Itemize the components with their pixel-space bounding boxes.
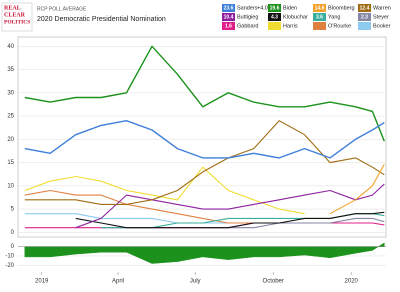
legend-swatch [358,4,371,12]
legend-label: Biden [283,5,297,11]
legend-swatch [222,4,235,12]
legend-value: 19.6 [270,6,280,12]
legend-swatch [313,22,326,30]
y-tick-label: 30 [7,90,14,96]
y-tick-label: 25 [7,114,14,120]
legend-value: 1.6 [225,24,232,30]
series-line [75,183,385,229]
y-tick-label: -20 [5,263,14,269]
legend-swatch [358,13,371,21]
y-tick-label: 0 [11,230,15,236]
legend-value: 4.3 [271,15,278,21]
series-line [24,166,305,215]
x-tick-label: April [112,279,124,285]
series-line [75,211,385,229]
logo-text: REAL [4,5,21,11]
series-line [24,189,280,224]
legend-label: Warren [373,5,391,11]
legend-value: 14.6 [315,6,325,12]
y-tick-label: 20 [7,137,14,143]
legend-swatch [313,13,326,21]
x-tick-label: 2020 [345,279,359,285]
logo-text: CLEAR [4,12,26,18]
legend-label: Bloomberg [328,5,355,11]
legend-label: Klobuchar [283,14,308,20]
x-tick-label: October [263,279,284,285]
plot-area [17,36,387,238]
legend-label: Sanders [237,5,258,11]
legend-swatch [313,4,326,12]
legend-value: 23.6 [224,6,234,12]
legend-swatch [268,22,281,30]
x-tick-label: July [190,279,201,285]
legend-label: O'Rourke [328,23,351,29]
y-tick-label: 5 [11,207,15,213]
legend-swatch [358,22,371,30]
subtitle: RCP POLL AVERAGE [37,6,87,12]
series-line [329,164,385,215]
series-line [202,217,385,229]
legend-value: 12.4 [360,6,370,12]
legend-label: Booker [373,23,391,29]
y-tick-label: 40 [7,44,14,50]
legend-label: Buttigieg [237,14,258,20]
series-line [24,120,385,159]
legend-label: Yang [328,14,340,20]
spread-area [24,242,385,264]
chart-title: 2020 Democratic Presidential Nomination [37,16,166,23]
y-tick-label: 0 [11,244,15,250]
logo-text: POLITICS [4,19,30,25]
legend-value: 10.4 [224,15,234,21]
legend-swatch [222,13,235,21]
legend-swatch [222,22,235,30]
legend-value: 2.3 [361,15,368,21]
legend-label: Gabbard [237,23,258,29]
legend-swatch [268,4,281,12]
legend-label: Steyer [373,14,389,20]
y-tick-label: 15 [7,160,14,166]
series-line [24,45,385,142]
logo-box [1,2,33,32]
y-tick-label: 10 [7,183,14,189]
x-tick-label: 2019 [35,279,49,285]
legend-note: +4.0 [257,5,268,11]
legend-label: Harris [283,23,298,29]
y-tick-label: 35 [7,67,14,73]
y-tick-label: -10 [5,254,14,260]
legend-value: 3.6 [316,15,323,21]
series-line [24,120,385,205]
legend-swatch [268,13,281,21]
